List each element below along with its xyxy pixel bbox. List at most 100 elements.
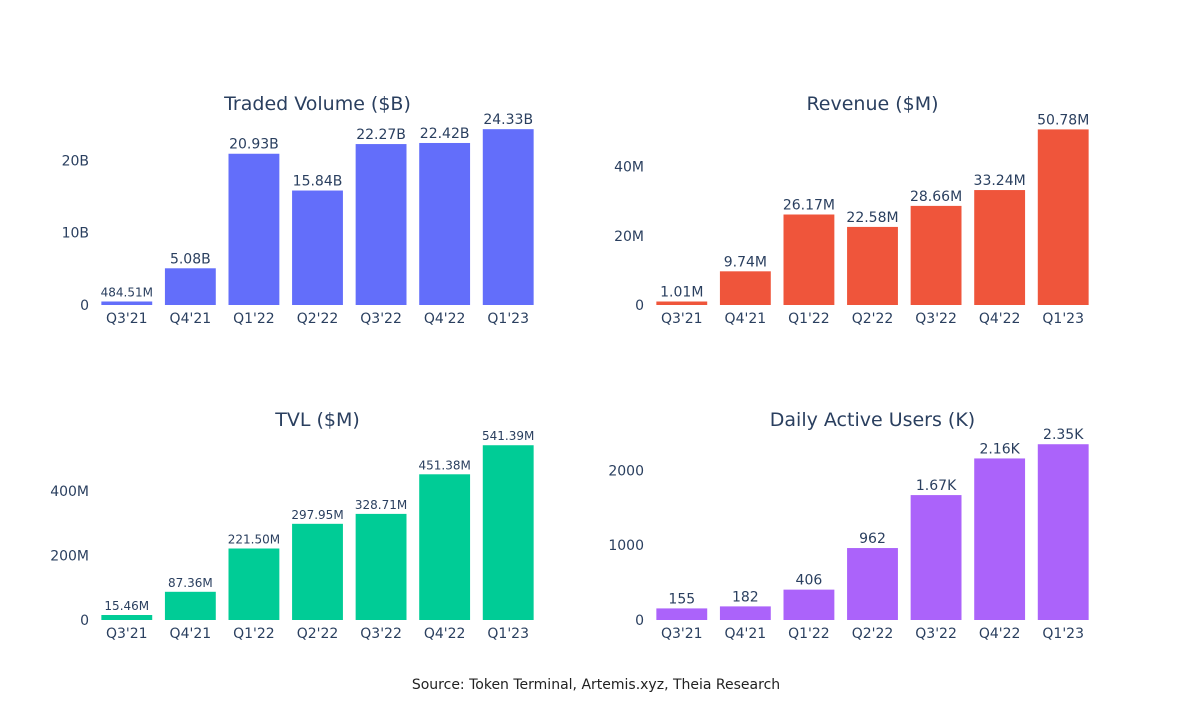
x-tick-label: Q4'22 bbox=[424, 311, 466, 327]
x-tick-label: Q3'22 bbox=[915, 626, 957, 642]
x-tick-label: Q3'21 bbox=[106, 311, 148, 327]
x-tick-label: Q4'22 bbox=[979, 311, 1021, 327]
bar bbox=[847, 548, 898, 620]
data-label: 22.27B bbox=[356, 127, 406, 143]
bar bbox=[101, 615, 153, 620]
data-label: 24.33B bbox=[483, 112, 533, 128]
y-tick-label: 0 bbox=[80, 613, 89, 629]
y-tick-label: 0 bbox=[635, 298, 644, 314]
bar bbox=[1037, 444, 1089, 620]
bar bbox=[783, 589, 835, 620]
x-tick-label: Q3'21 bbox=[661, 626, 703, 642]
chart-panel-4: Daily Active Users (K) 0 1000 2000 155 Q3'21 1… bbox=[608, 409, 1089, 642]
y-tick-label: 2000 bbox=[608, 463, 644, 479]
x-tick-label: Q4'22 bbox=[424, 626, 466, 642]
x-tick-label: Q1'23 bbox=[487, 311, 529, 327]
data-label: 297.95M bbox=[291, 508, 343, 522]
x-tick-label: Q4'21 bbox=[170, 311, 212, 327]
data-label: 406 bbox=[796, 573, 823, 589]
y-tick-label: 400M bbox=[50, 484, 89, 500]
x-tick-label: Q3'22 bbox=[915, 311, 957, 327]
y-tick-label: 0 bbox=[80, 298, 89, 314]
source-note: Source: Token Terminal, Artemis.xyz, The… bbox=[411, 677, 781, 693]
bar bbox=[419, 142, 471, 305]
y-tick-label: 1000 bbox=[608, 538, 644, 554]
y-tick-label: 10B bbox=[62, 226, 89, 242]
x-tick-label: Q2'22 bbox=[852, 311, 894, 327]
chart-panel-1: Traded Volume ($B) 0 10B 20B 484.51M Q3'21 5.0… bbox=[62, 93, 534, 327]
x-tick-label: Q4'21 bbox=[725, 626, 767, 642]
bar bbox=[355, 513, 407, 620]
bar bbox=[419, 474, 471, 620]
data-label: 15.46M bbox=[104, 599, 149, 613]
data-label: 9.74M bbox=[724, 254, 767, 270]
x-tick-label: Q1'22 bbox=[233, 626, 275, 642]
y-tick-label: 20M bbox=[614, 229, 644, 245]
x-tick-label: Q1'22 bbox=[233, 311, 275, 327]
x-tick-label: Q1'22 bbox=[788, 626, 830, 642]
x-tick-label: Q1'23 bbox=[1042, 311, 1084, 327]
x-tick-label: Q2'22 bbox=[297, 626, 339, 642]
bar bbox=[783, 214, 835, 305]
x-tick-label: Q1'23 bbox=[487, 626, 529, 642]
chart-title: Revenue ($M) bbox=[806, 93, 938, 115]
x-tick-label: Q1'22 bbox=[788, 311, 830, 327]
data-label: 1.01M bbox=[660, 285, 703, 301]
data-label: 221.50M bbox=[228, 532, 280, 546]
bar bbox=[355, 144, 407, 305]
bar bbox=[719, 271, 771, 305]
data-label: 2.35K bbox=[1043, 427, 1084, 443]
bar bbox=[101, 301, 153, 305]
x-tick-label: Q1'23 bbox=[1042, 626, 1084, 642]
data-label: 328.71M bbox=[355, 498, 407, 512]
data-label: 2.16K bbox=[979, 441, 1020, 457]
bar bbox=[656, 608, 708, 620]
bar bbox=[292, 523, 343, 620]
data-label: 28.66M bbox=[910, 189, 962, 205]
data-label: 541.39M bbox=[482, 429, 534, 443]
data-label: 50.78M bbox=[1037, 112, 1089, 128]
bar bbox=[910, 495, 962, 620]
y-tick-label: 0 bbox=[635, 613, 644, 629]
data-label: 5.08B bbox=[170, 251, 211, 267]
chart-panel-3: TVL ($M) 0 200M 400M 15.46M Q3'21 87.36M Q4'21 2… bbox=[50, 409, 534, 642]
x-tick-label: Q4'21 bbox=[725, 311, 767, 327]
bar bbox=[228, 548, 280, 620]
data-label: 451.38M bbox=[418, 458, 470, 472]
bar bbox=[164, 591, 216, 620]
bar bbox=[974, 458, 1026, 620]
data-label: 182 bbox=[732, 589, 759, 605]
x-tick-label: Q4'21 bbox=[170, 626, 212, 642]
bar bbox=[228, 153, 280, 305]
data-label: 20.93B bbox=[229, 137, 279, 153]
data-label: 22.58M bbox=[846, 210, 898, 226]
x-tick-label: Q3'21 bbox=[661, 311, 703, 327]
bar bbox=[164, 268, 216, 305]
chart-panel-2: Revenue ($M) 0 20M 40M 1.01M Q3'21 9.74M Q4'21 2… bbox=[614, 93, 1089, 327]
bar bbox=[482, 129, 534, 305]
bar bbox=[1037, 129, 1089, 305]
y-tick-label: 200M bbox=[50, 548, 89, 564]
data-label: 15.84B bbox=[293, 174, 343, 190]
data-label: 155 bbox=[668, 591, 695, 607]
y-tick-label: 40M bbox=[614, 160, 644, 176]
chart-title: TVL ($M) bbox=[274, 409, 360, 431]
x-tick-label: Q3'21 bbox=[106, 626, 148, 642]
bar bbox=[656, 301, 708, 305]
x-tick-label: Q4'22 bbox=[979, 626, 1021, 642]
data-label: 484.51M bbox=[101, 285, 153, 299]
data-label: 962 bbox=[859, 531, 886, 547]
bar bbox=[292, 190, 343, 305]
bar bbox=[719, 606, 771, 620]
bar bbox=[910, 205, 962, 305]
bar bbox=[974, 190, 1026, 305]
x-tick-label: Q2'22 bbox=[852, 626, 894, 642]
x-tick-label: Q2'22 bbox=[297, 311, 339, 327]
data-label: 87.36M bbox=[168, 576, 213, 590]
bar bbox=[847, 226, 898, 305]
data-label: 22.42B bbox=[420, 126, 470, 142]
data-label: 33.24M bbox=[974, 173, 1026, 189]
x-tick-label: Q3'22 bbox=[360, 311, 402, 327]
x-tick-label: Q3'22 bbox=[360, 626, 402, 642]
